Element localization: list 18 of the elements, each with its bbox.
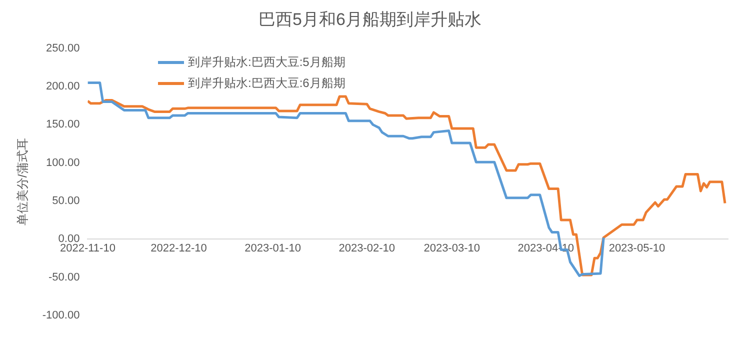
x-tick-label: 2023-05-10 [608, 242, 666, 255]
x-tick-label: 2023-01-10 [244, 242, 301, 255]
chart-title: 巴西5月和6月船期到岸升贴水 [258, 10, 482, 29]
x-tick-label: 2023-03-10 [424, 242, 480, 255]
legend-label: 到岸升贴水:巴西大豆:6月船期 [188, 75, 346, 92]
x-tick-label: 2022-11-10 [60, 242, 116, 255]
x-tick-label: 2023-02-10 [338, 242, 396, 255]
y-tick-label: 150.00 [46, 118, 80, 131]
y-tick-label: -50.00 [48, 271, 80, 284]
y-tick-label: 50.00 [52, 195, 80, 208]
y-axis-title: 单位美分/蒲式耳 [16, 138, 30, 226]
y-tick-label: 0.00 [58, 233, 80, 246]
y-tick-label: 200.00 [46, 80, 80, 93]
x-tick-label: 2022-12-10 [150, 242, 207, 255]
legend-label: 到岸升贴水:巴西大豆:5月船期 [188, 54, 346, 71]
y-tick-label: 250.00 [46, 42, 80, 54]
y-tick-label: 100.00 [46, 156, 80, 169]
y-tick-label: -100.00 [42, 309, 80, 322]
